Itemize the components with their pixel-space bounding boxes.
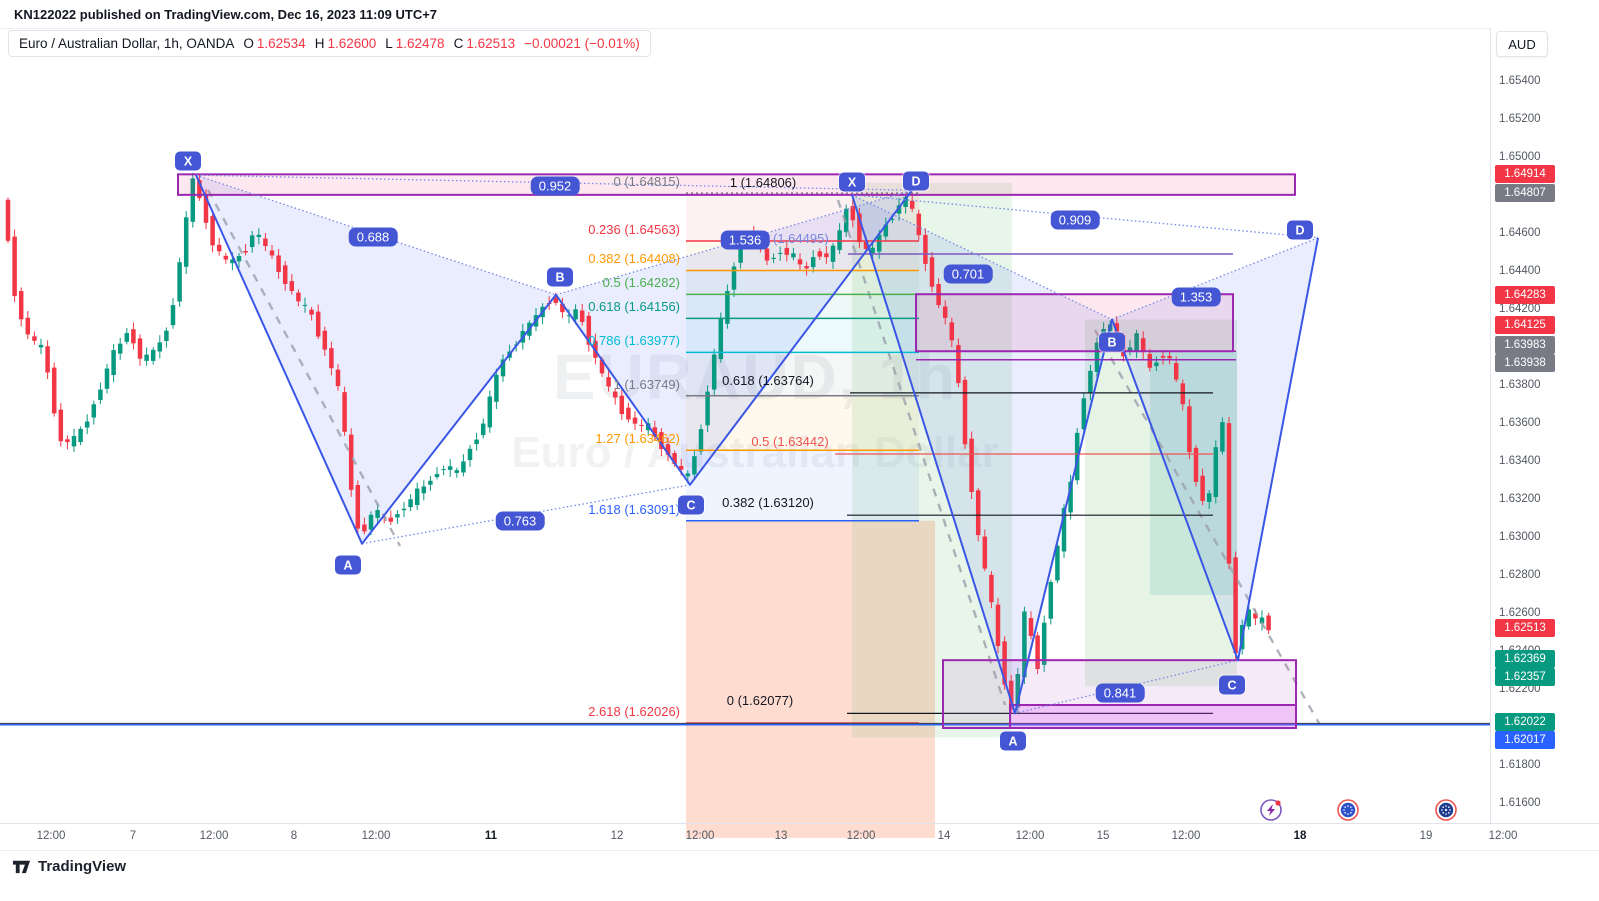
economic-event-flash-icon[interactable] — [1260, 799, 1282, 821]
high-label: H — [314, 36, 325, 51]
price-tick-label: 1.62600 — [1499, 607, 1541, 619]
axis-price-label: 1.64807 — [1495, 184, 1555, 202]
bearish-xabcd-left-line[interactable] — [195, 174, 913, 545]
price-tick-label: 1.61600 — [1499, 797, 1541, 809]
time-tick-label: 12:00 — [1488, 830, 1518, 842]
price-zone-rect[interactable] — [1009, 704, 1297, 730]
price-tick-label: 1.65200 — [1499, 113, 1541, 125]
bearish-xabcd-right-connector[interactable] — [1111, 237, 1319, 321]
time-tick-label: 13 — [774, 830, 788, 842]
time-tick-label: 12:00 — [1171, 830, 1201, 842]
axis-price-label: 1.64914 — [1495, 165, 1555, 183]
time-tick-label: 11 — [484, 830, 498, 842]
tradingview-brand-text: TradingView — [38, 858, 127, 875]
low-value: 1.62478 — [395, 36, 445, 51]
high-value: 1.62600 — [327, 36, 377, 51]
symbol-title: Euro / Australian Dollar, 1h, OANDA — [19, 36, 235, 51]
publish-header: KN122022 published on TradingView.com, D… — [0, 0, 1599, 29]
fib-zone-fill — [686, 395, 919, 451]
au-flag-event-icon[interactable] — [1435, 799, 1457, 821]
eu-flag-event-icon[interactable] — [1337, 799, 1359, 821]
bearish-xabcd-left-connector[interactable] — [195, 174, 913, 191]
axis-price-label: 1.62513 — [1495, 619, 1555, 637]
price-tick-label: 1.63600 — [1499, 417, 1541, 429]
publish-text: KN122022 published on TradingView.com, D… — [14, 6, 438, 22]
axis-price-label: 1.62369 — [1495, 650, 1555, 668]
price-tick-label: 1.65000 — [1499, 151, 1541, 163]
fib-zone-fill — [686, 294, 919, 319]
time-tick-label: 19 — [1419, 830, 1433, 842]
price-tick-label: 1.62800 — [1499, 569, 1541, 581]
time-tick-label: 18 — [1293, 830, 1307, 842]
bearish-xabcd-left-fill — [556, 190, 912, 485]
time-tick-label: 8 — [290, 830, 298, 842]
price-tick-label: 1.64400 — [1499, 265, 1541, 277]
bearish-xabcd-left-connector[interactable] — [361, 484, 691, 545]
bearish-xabcd-right-line[interactable] — [851, 194, 1319, 715]
axis-price-label: 1.64283 — [1495, 286, 1555, 304]
fib-zone-fill — [686, 450, 919, 521]
price-tick-label: 1.64600 — [1499, 227, 1541, 239]
bearish-xabcd-left-fill — [196, 175, 556, 544]
axis-price-label: 1.62017 — [1495, 731, 1555, 749]
fib-zone-fill — [686, 270, 919, 295]
time-tick-label: 12:00 — [199, 830, 229, 842]
time-tick-label: 12:00 — [685, 830, 715, 842]
price-tick-label: 1.65400 — [1499, 75, 1541, 87]
axis-price-label: 1.62022 — [1495, 713, 1555, 731]
open-value: 1.62534 — [256, 36, 306, 51]
price-tick-label: 1.64200 — [1499, 303, 1541, 315]
tradingview-logo-icon — [12, 860, 31, 874]
bearish-xabcd-left-connector[interactable] — [555, 189, 913, 296]
time-tick-label: 12:00 — [1015, 830, 1045, 842]
open-label: O — [243, 36, 254, 51]
price-tick-label: 1.63800 — [1499, 379, 1541, 391]
time-tick-label: 7 — [129, 830, 137, 842]
time-axis[interactable]: 12:00 7 12:00 8 12:00 11 12 12:00 13 12:00 14 12:00… — [0, 823, 1599, 851]
price-tick-label: 1.63000 — [1499, 531, 1541, 543]
time-tick-label: 12:00 — [846, 830, 876, 842]
time-tick-label: 12:00 — [361, 830, 391, 842]
time-tick-label: 15 — [1096, 830, 1110, 842]
symbol-legend[interactable]: Euro / Australian Dollar, 1h, OANDA O 1.… — [8, 30, 651, 57]
time-tick-label: 14 — [937, 830, 951, 842]
price-tick-label: 1.63200 — [1499, 493, 1541, 505]
low-label: L — [385, 36, 393, 51]
currency-axis-button[interactable]: AUD — [1496, 31, 1548, 57]
close-label: C — [453, 36, 464, 51]
highlight-band — [1085, 319, 1237, 687]
axis-price-label: 1.62357 — [1495, 668, 1555, 686]
price-tick-label: 1.61800 — [1499, 759, 1541, 771]
axis-price-label: 1.63983 — [1495, 336, 1555, 354]
dashed-trendline[interactable] — [206, 189, 402, 547]
candlesticks — [5, 172, 1271, 715]
price-zone-rect[interactable] — [915, 293, 1234, 353]
change-value: −0.00021 (−0.01%) — [524, 36, 640, 51]
close-value: 1.62513 — [466, 36, 516, 51]
highlight-band — [686, 520, 935, 839]
tradingview-footer[interactable]: TradingView — [12, 857, 126, 876]
time-tick-label: 12 — [610, 830, 624, 842]
price-tick-label: 1.62200 — [1499, 683, 1541, 695]
bearish-xabcd-right-connector[interactable] — [851, 194, 1113, 321]
chart-pane[interactable] — [0, 0, 1599, 860]
axis-price-label: 1.63938 — [1495, 354, 1555, 372]
price-axis[interactable]: 1.654001.652001.650001.648001.646001.644… — [1490, 28, 1599, 823]
dashed-trendline[interactable] — [1093, 329, 1322, 726]
time-tick-label: 12:00 — [36, 830, 66, 842]
price-tick-label: 1.63400 — [1499, 455, 1541, 467]
bearish-xabcd-left-connector[interactable] — [195, 174, 557, 296]
price-zone-rect[interactable] — [177, 173, 1296, 196]
axis-price-label: 1.64125 — [1495, 316, 1555, 334]
fib-zone-fill — [686, 352, 919, 396]
